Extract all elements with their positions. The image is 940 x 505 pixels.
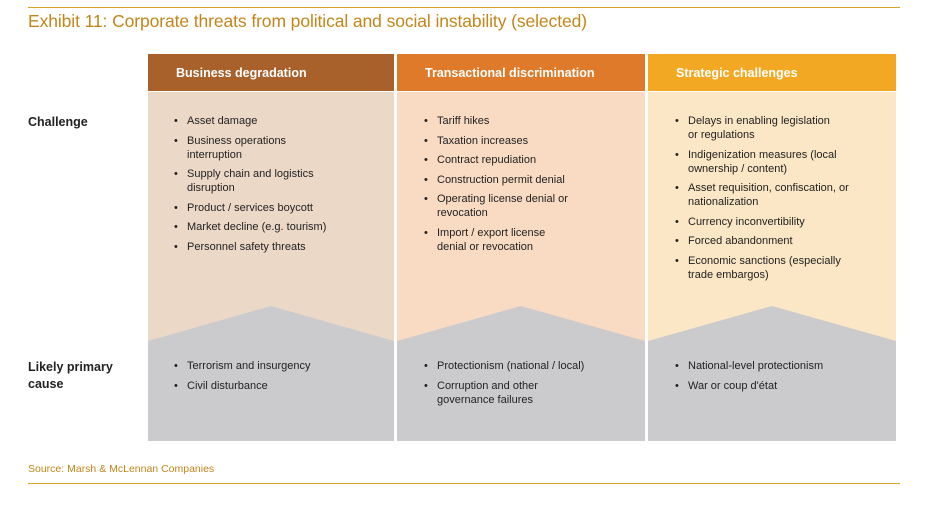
list-item: Corruption and other governance failures xyxy=(423,379,567,407)
column-header-strategic-challenges: Strategic challenges xyxy=(648,54,896,91)
list-item: War or coup d'état xyxy=(674,379,874,393)
list-item: Tariff hikes xyxy=(423,114,623,128)
list-item: Forced abandonment xyxy=(674,234,884,248)
cause-list-business-degradation: Terrorism and insurgency Civil disturban… xyxy=(173,359,373,398)
list-item: Business operations interruption xyxy=(173,134,307,162)
list-item: Currency inconvertibility xyxy=(674,215,884,229)
list-item: Construction permit denial xyxy=(423,173,623,187)
cause-list-transactional-discrimination: Protectionism (national / local) Corrupt… xyxy=(423,359,623,412)
column-header-label: Transactional discrimination xyxy=(425,65,595,80)
cause-list-strategic-challenges: National-level protectionism War or coup… xyxy=(674,359,874,398)
column-header-business-degradation: Business degradation xyxy=(148,54,394,91)
cause-chevron-business-degradation xyxy=(148,306,394,441)
list-item: Product / services boycott xyxy=(173,201,373,215)
list-item: Contract repudiation xyxy=(423,153,623,167)
column-header-label: Strategic challenges xyxy=(676,65,798,80)
row-label-likely-primary-cause: Likely primary cause xyxy=(28,360,113,391)
list-item: Import / export license denial or revoca… xyxy=(423,226,577,254)
list-item: Indigenization measures (local ownership… xyxy=(674,148,848,176)
row-label-challenge: Challenge xyxy=(28,115,88,129)
list-item: Civil disturbance xyxy=(173,379,373,393)
challenge-list-strategic-challenges: Delays in enabling legislation or regula… xyxy=(674,114,884,287)
list-item: National-level protectionism xyxy=(674,359,874,373)
list-item: Terrorism and insurgency xyxy=(173,359,373,373)
list-item: Supply chain and logistics disruption xyxy=(173,167,337,195)
list-item: Taxation increases xyxy=(423,134,623,148)
list-item: Asset requisition, confiscation, or nati… xyxy=(674,181,858,209)
column-header-label: Business degradation xyxy=(176,65,307,80)
top-rule xyxy=(28,7,900,8)
list-item: Protectionism (national / local) xyxy=(423,359,623,373)
exhibit-title: Exhibit 11: Corporate threats from polit… xyxy=(28,11,587,31)
source-note: Source: Marsh & McLennan Companies xyxy=(28,463,215,475)
list-item: Personnel safety threats xyxy=(173,240,373,254)
challenge-list-transactional-discrimination: Tariff hikes Taxation increases Contract… xyxy=(423,114,623,259)
bottom-rule xyxy=(28,483,900,484)
list-item: Economic sanctions (especially trade emb… xyxy=(674,254,863,282)
challenge-list-business-degradation: Asset damage Business operations interru… xyxy=(173,114,373,259)
list-item: Delays in enabling legislation or regula… xyxy=(674,114,838,142)
list-item: Asset damage xyxy=(173,114,373,128)
column-header-transactional-discrimination: Transactional discrimination xyxy=(397,54,645,91)
cause-chevron-strategic-challenges xyxy=(648,306,896,441)
list-item: Market decline (e.g. tourism) xyxy=(173,220,373,234)
list-item: Operating license denial or revocation xyxy=(423,192,577,220)
cause-chevron-transactional-discrimination xyxy=(397,306,645,441)
